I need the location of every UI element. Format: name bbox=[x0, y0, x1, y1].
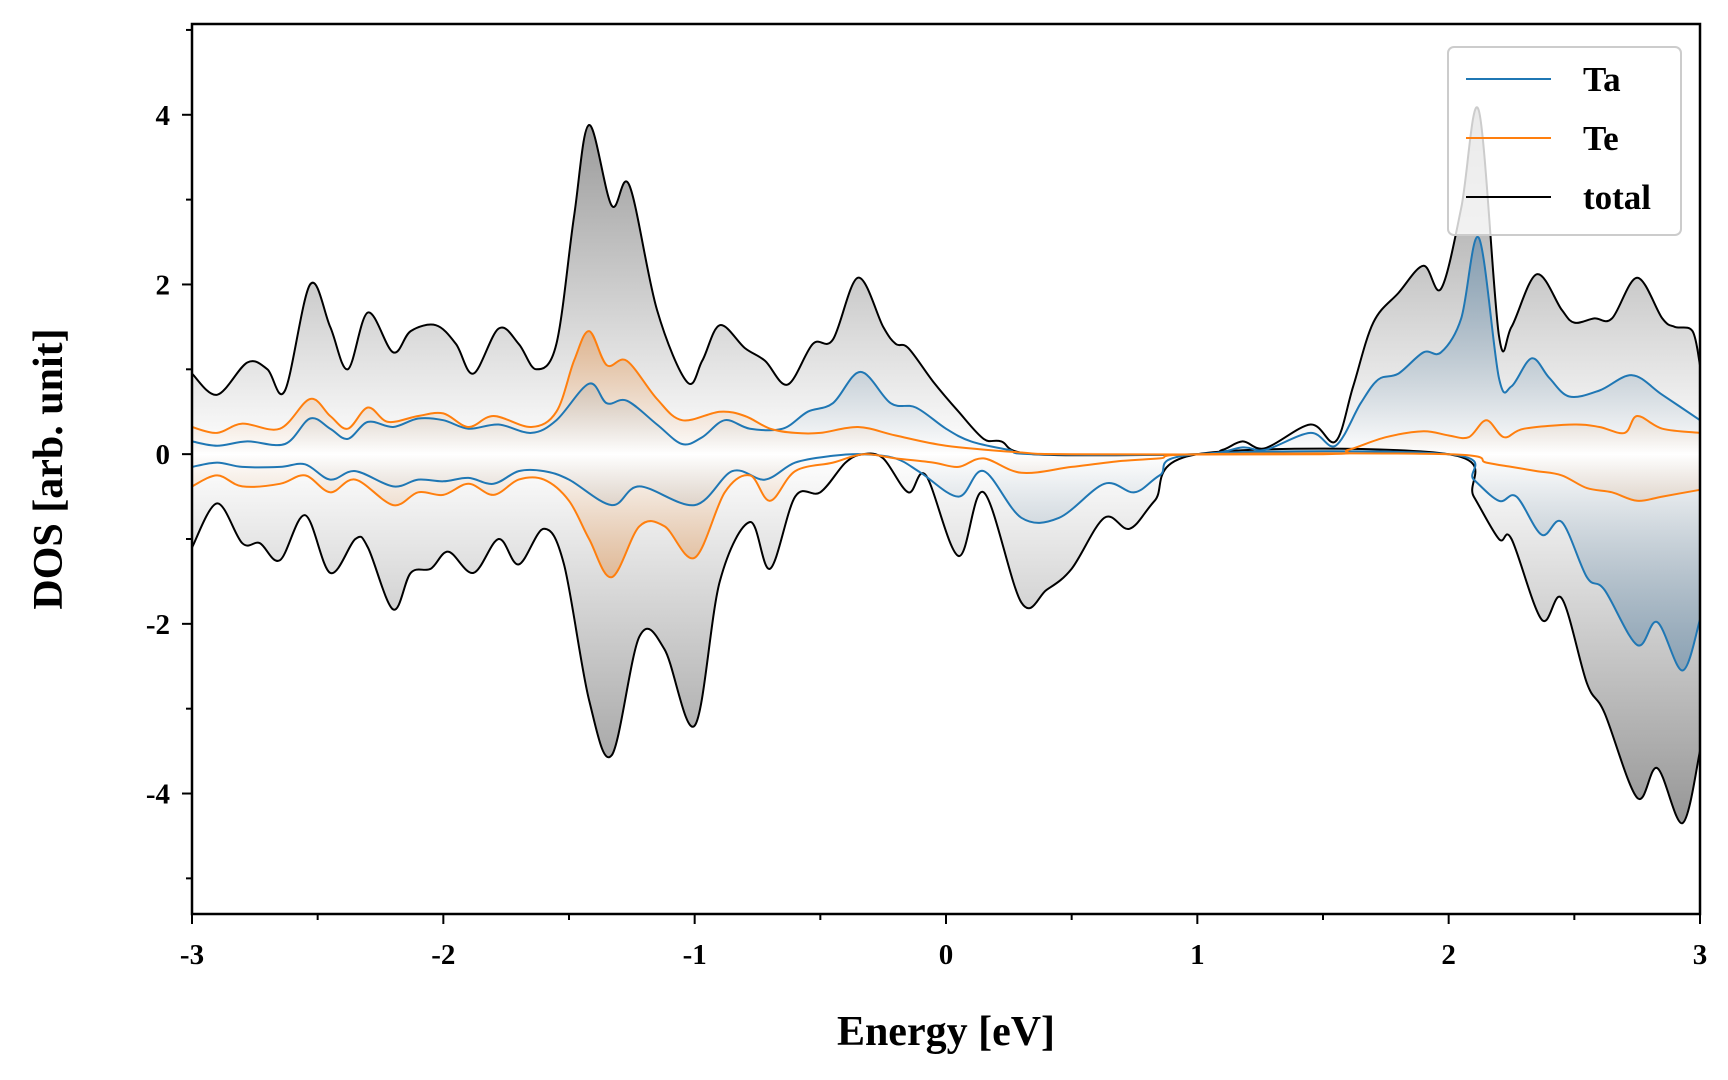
x-axis-label: Energy [eV] bbox=[837, 1009, 1055, 1055]
x-tick-label: 2 bbox=[1441, 939, 1456, 971]
series-lines bbox=[191, 106, 1701, 825]
x-tick-label: 0 bbox=[939, 939, 954, 971]
y-tick-label: -4 bbox=[146, 779, 170, 811]
legend-label-total: total bbox=[1583, 178, 1651, 217]
x-tick-label: 3 bbox=[1693, 939, 1708, 971]
legend-label-Te: Te bbox=[1583, 119, 1619, 158]
fill-Te-down bbox=[192, 453, 1700, 578]
line-total-down bbox=[191, 447, 1701, 825]
legend-label-Ta: Ta bbox=[1583, 60, 1621, 99]
fill-total-down bbox=[192, 448, 1700, 824]
legend: Ta Te total bbox=[1447, 46, 1682, 236]
fill-Te-up bbox=[192, 331, 1700, 455]
y-tick-label: 4 bbox=[156, 100, 171, 132]
y-axis-label: DOS [arb. unit] bbox=[26, 328, 72, 609]
line-Ta-up bbox=[191, 236, 1701, 456]
y-tick-label: -2 bbox=[146, 609, 170, 641]
line-Te-up bbox=[191, 330, 1701, 456]
x-tick-label: 1 bbox=[1190, 939, 1205, 971]
x-tick-label: -2 bbox=[431, 939, 455, 971]
y-tick-label: 2 bbox=[156, 269, 171, 301]
x-tick-label: -3 bbox=[180, 939, 204, 971]
y-tick-label: 0 bbox=[156, 439, 171, 471]
x-tick-label: -1 bbox=[683, 939, 707, 971]
axis-ticks: -3 -2 -1 0 1 2 3 -4 -2 0 2 4 bbox=[146, 28, 1708, 971]
legend-box bbox=[1447, 46, 1682, 236]
fill-total-up bbox=[192, 107, 1700, 456]
line-total-up bbox=[191, 106, 1701, 457]
line-Te-down bbox=[191, 452, 1701, 579]
